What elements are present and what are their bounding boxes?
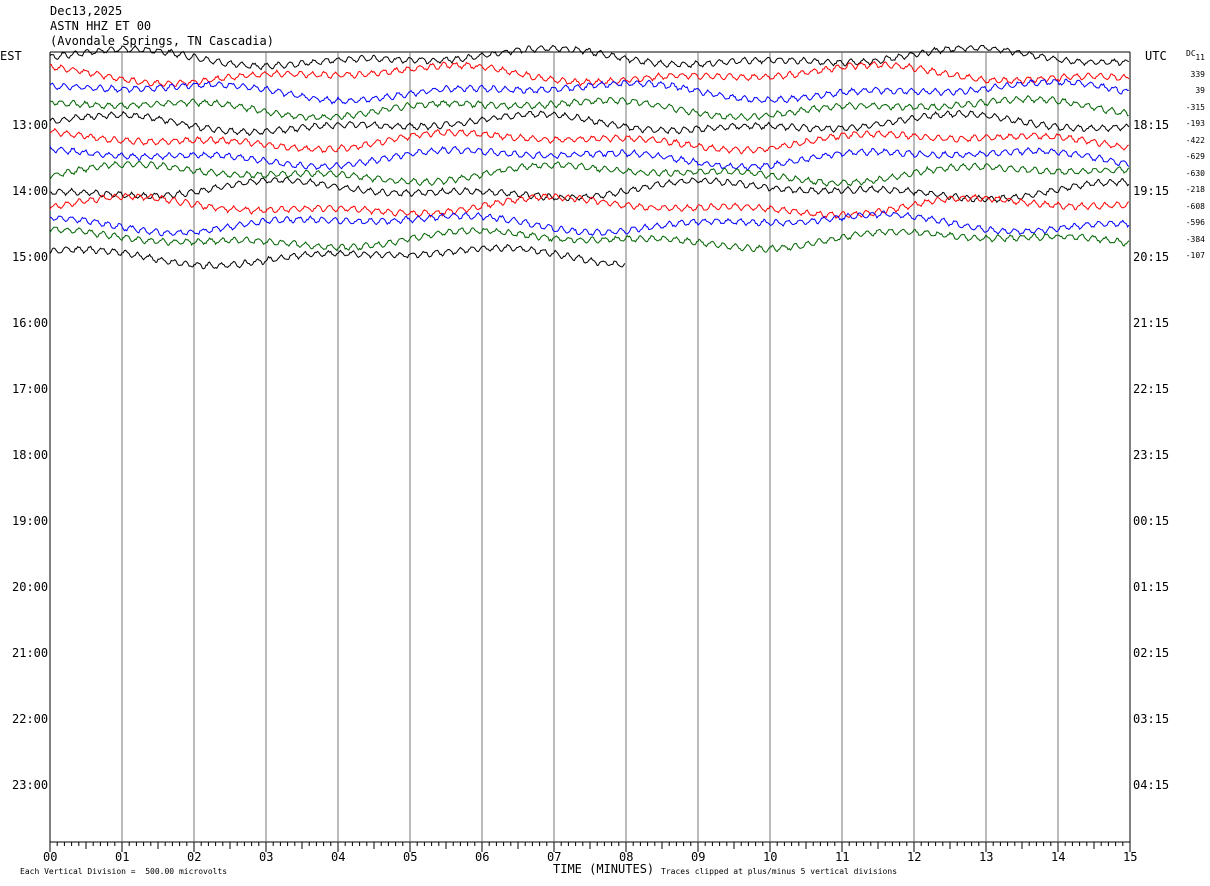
left-hour-label: 18:00 <box>12 448 49 462</box>
right-hour-label: 22:15 <box>1133 382 1170 396</box>
right-timezone-label: UTC <box>1145 49 1167 63</box>
dc-offset-label: 11 <box>1195 53 1205 62</box>
left-hour-label: 14:00 <box>12 184 49 198</box>
dc-offset-label: -218 <box>1185 185 1205 194</box>
x-axis-ticks <box>49 842 1131 852</box>
right-hour-label: 00:15 <box>1133 514 1170 528</box>
x-tick-label: 00 <box>43 850 58 864</box>
x-tick-label: 11 <box>835 850 850 864</box>
right-hour-label: 03:15 <box>1133 712 1170 726</box>
right-hour-label: 21:15 <box>1133 316 1170 330</box>
x-tick-label: 01 <box>115 850 130 864</box>
right-hour-label: 20:15 <box>1133 250 1170 264</box>
seismic-trace <box>49 243 626 270</box>
seismic-trace <box>49 176 1130 204</box>
seismic-trace <box>49 127 1129 155</box>
right-hour-label: 19:15 <box>1133 184 1170 198</box>
x-tick-label: 07 <box>547 850 562 864</box>
dc-offset-label: -630 <box>1185 168 1205 178</box>
left-hour-label: 19:00 <box>12 514 49 528</box>
x-axis-label: TIME (MINUTES) <box>553 862 655 876</box>
x-tick-label: 06 <box>475 850 490 864</box>
right-hour-label: 01:15 <box>1133 580 1170 594</box>
seismic-trace <box>49 210 1130 237</box>
left-hour-label: 15:00 <box>12 250 49 264</box>
x-tick-label: 13 <box>979 850 994 864</box>
grid-lines <box>49 51 1131 843</box>
station-location: (Avondale Springs, TN Cascadia) <box>50 34 274 48</box>
seismic-trace <box>49 44 1130 71</box>
left-hour-label: 21:00 <box>12 646 49 660</box>
dc-offset-label: -629 <box>1185 152 1205 161</box>
left-hour-label: 13:00 <box>12 118 49 132</box>
left-hour-label: 22:00 <box>12 712 49 726</box>
dc-offset-label: -107 <box>1185 251 1205 260</box>
seismic-trace <box>49 109 1130 137</box>
dc-offset-label: -315 <box>1185 102 1205 112</box>
dc-offset-label: 39 <box>1195 86 1205 95</box>
seismic-trace <box>49 192 1130 220</box>
right-hour-label: 04:15 <box>1133 778 1170 792</box>
left-hour-label: 20:00 <box>12 580 49 594</box>
seismic-traces <box>49 44 1130 270</box>
seismic-trace <box>49 160 1130 187</box>
x-tick-label: 14 <box>1051 850 1066 864</box>
left-hour-label: 17:00 <box>12 382 49 396</box>
x-tick-label: 10 <box>763 850 778 864</box>
right-hour-label: 18:15 <box>1133 118 1170 132</box>
chart-date: Dec13,2025 <box>50 4 123 18</box>
x-tick-label: 09 <box>691 850 706 864</box>
dc-offset-label: -422 <box>1185 135 1205 145</box>
dc-offset-label: -384 <box>1185 234 1205 244</box>
left-hour-label: 16:00 <box>12 316 49 330</box>
x-tick-label: 04 <box>331 850 346 864</box>
seismic-trace <box>49 226 1130 253</box>
station-code: ASTN HHZ ET 00 <box>50 19 152 33</box>
left-timezone-label: EST <box>0 49 22 63</box>
x-tick-label: 03 <box>259 850 274 864</box>
x-tick-label: 05 <box>403 850 418 864</box>
right-hour-label: 23:15 <box>1133 448 1170 462</box>
seismic-trace <box>49 61 1130 88</box>
seismic-trace <box>49 78 1129 105</box>
left-hour-label: 23:00 <box>12 778 49 792</box>
seismic-trace <box>49 95 1129 122</box>
right-hour-label: 02:15 <box>1133 646 1170 660</box>
scale-note: Each Vertical Division = 500.00 microvol… <box>20 867 228 876</box>
dc-offset-label: -596 <box>1185 218 1205 227</box>
x-tick-label: 08 <box>619 850 634 864</box>
dc-offset-label: -608 <box>1185 201 1205 211</box>
dc-label: DC <box>1186 49 1196 58</box>
x-tick-label: 15 <box>1123 850 1138 864</box>
dc-offset-label: 339 <box>1190 69 1205 79</box>
x-tick-label: 02 <box>187 850 202 864</box>
dc-offset-label: -193 <box>1185 119 1205 128</box>
seismic-trace <box>49 145 1130 171</box>
x-tick-label: 12 <box>907 850 922 864</box>
clip-note: Traces clipped at plus/minus 5 vertical … <box>661 867 898 876</box>
